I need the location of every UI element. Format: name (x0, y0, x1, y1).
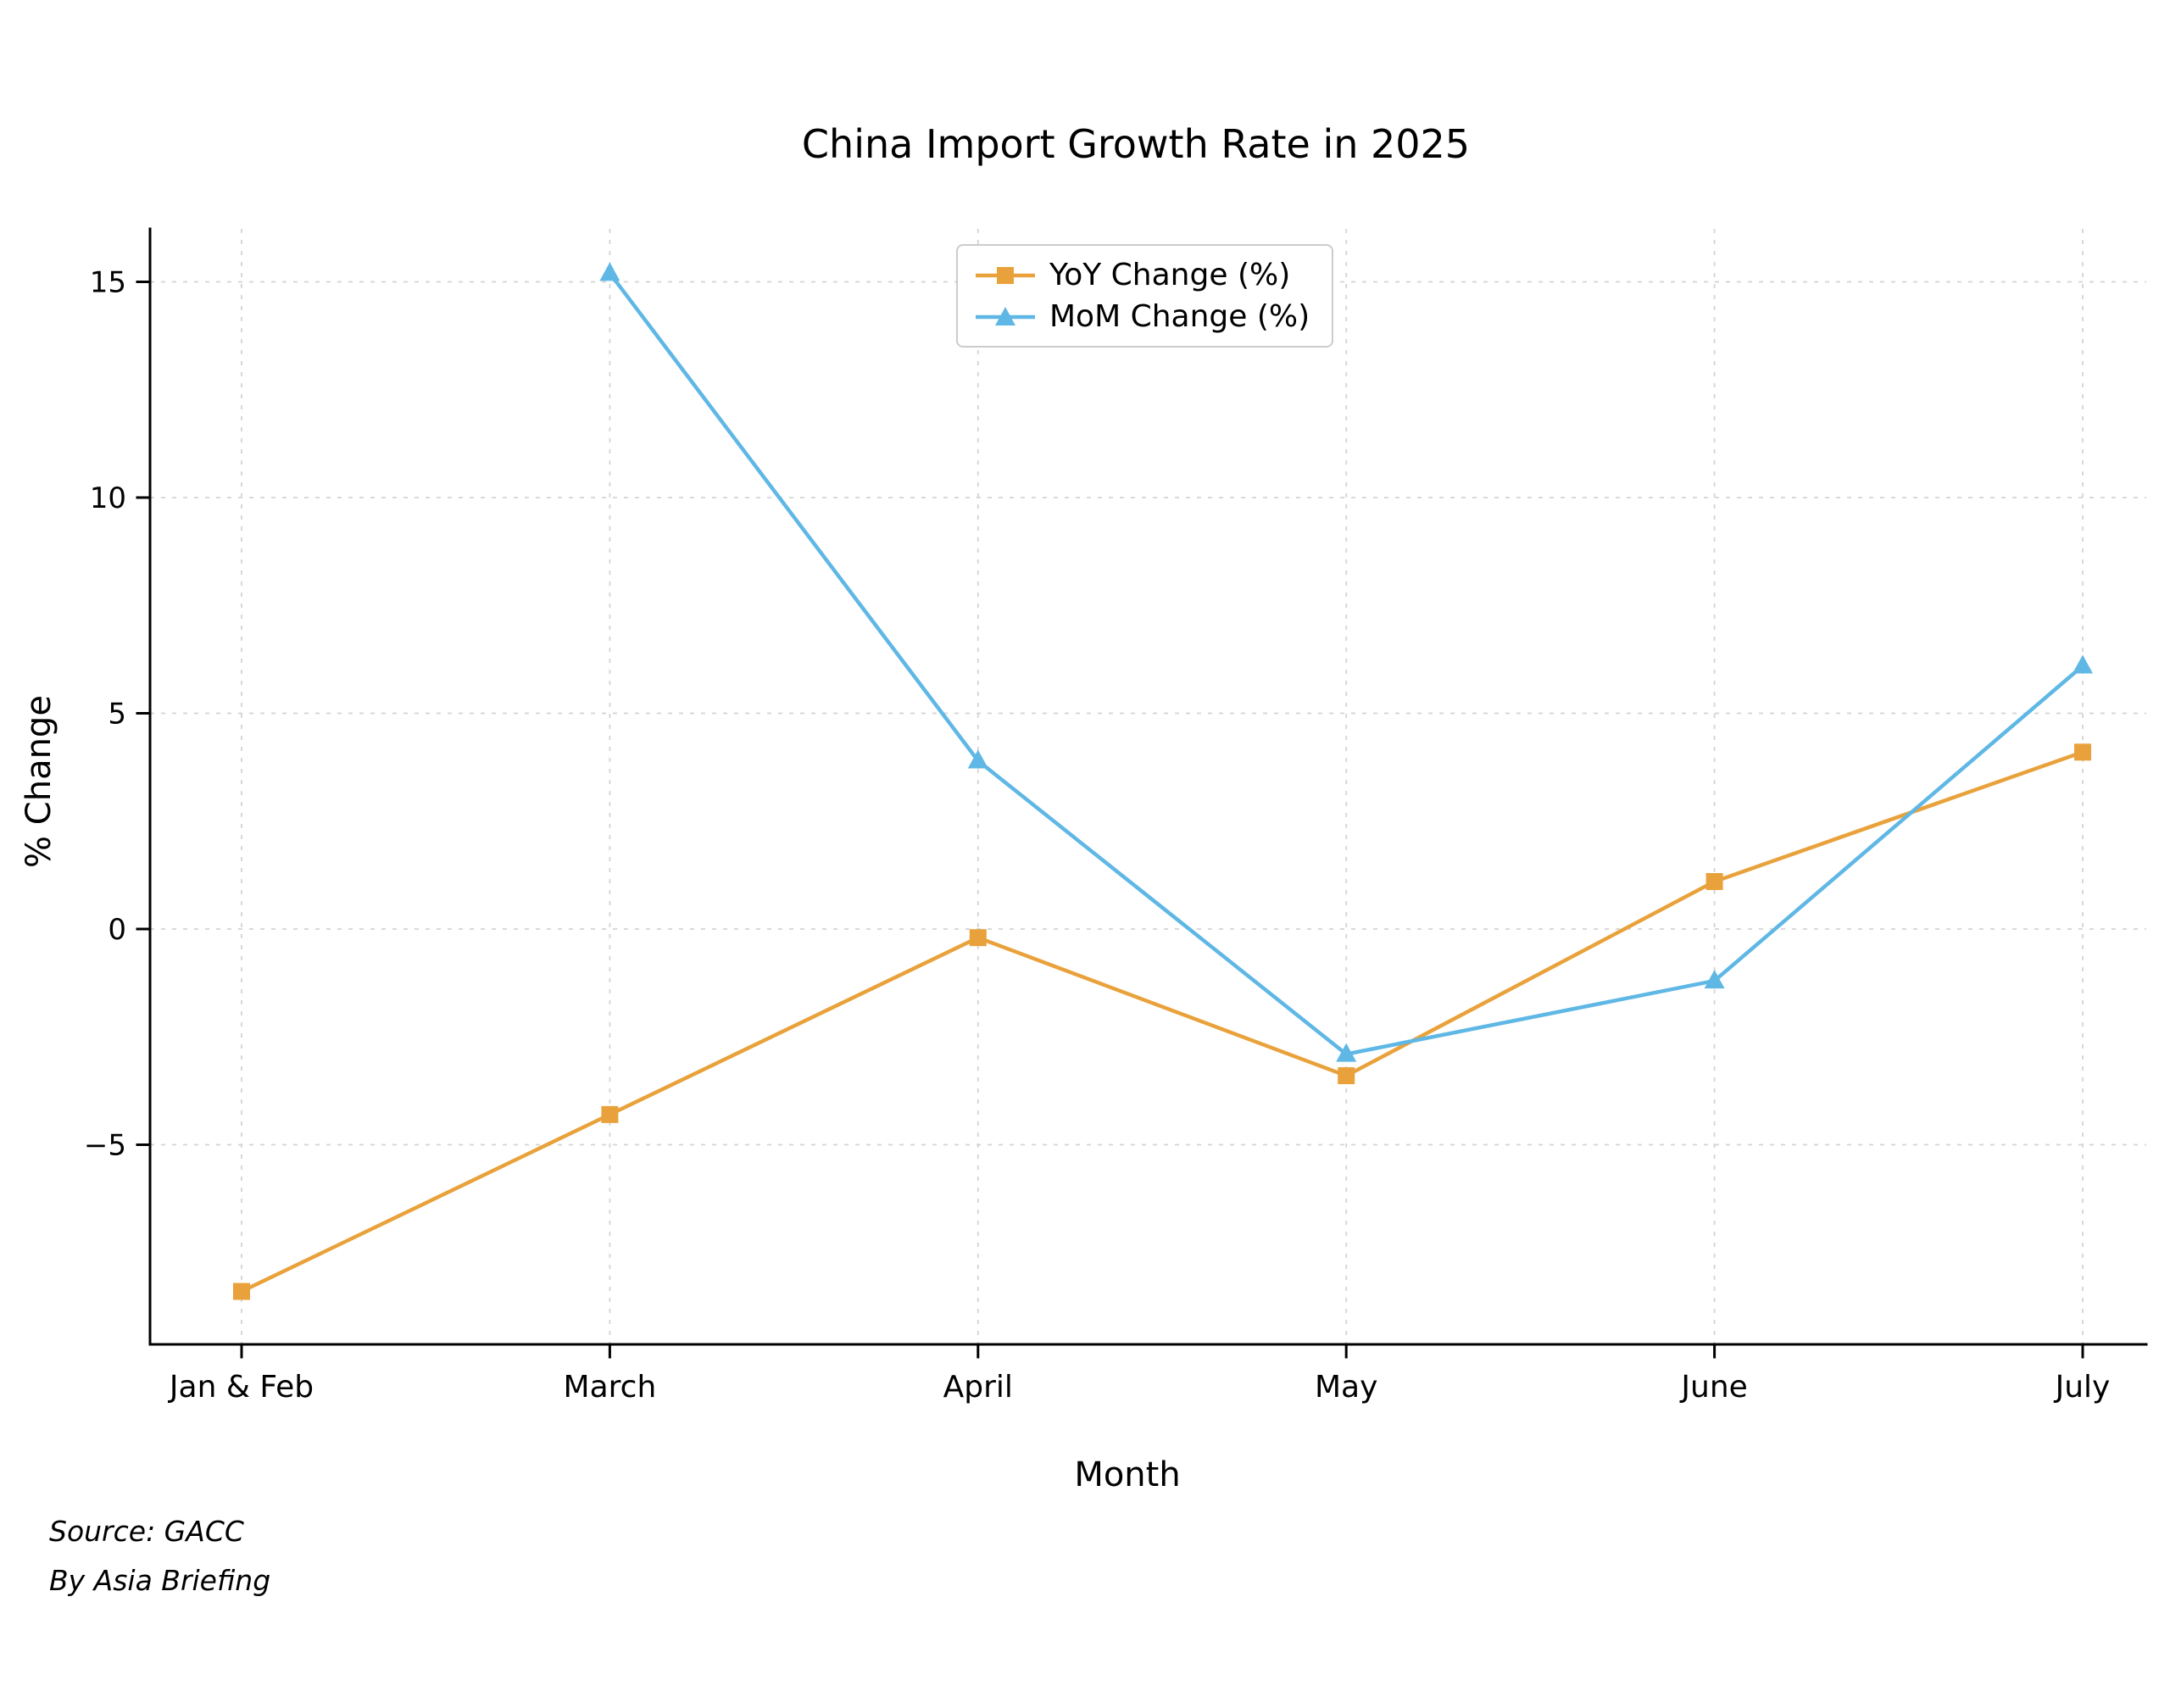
legend-label-mom: MoM Change (%) (1049, 299, 1310, 334)
byline: By Asia Briefing (49, 1563, 271, 1597)
legend-label-yoy: YoY Change (%) (1049, 258, 1291, 292)
legend-entry-mom: MoM Change (%) (973, 299, 1310, 334)
legend: YoY Change (%) MoM Change (%) (956, 244, 1334, 348)
svg-text:15: 15 (90, 265, 126, 299)
svg-text:June: June (1679, 1370, 1747, 1405)
y-axis-title: % Change (19, 695, 58, 868)
svg-text:April: April (943, 1370, 1013, 1405)
svg-text:July: July (2054, 1370, 2111, 1405)
legend-entry-yoy: YoY Change (%) (973, 258, 1310, 292)
x-axis-title: Month (1074, 1455, 1181, 1494)
svg-text:Jan & Feb: Jan & Feb (168, 1370, 314, 1405)
source-line: Source: GACC (49, 1515, 244, 1548)
svg-text:March: March (564, 1370, 657, 1405)
svg-text:5: 5 (108, 697, 126, 731)
svg-text:10: 10 (90, 481, 126, 515)
svg-text:May: May (1315, 1370, 1377, 1405)
yoy-square-marker-icon (976, 266, 1035, 284)
mom-triangle-marker-icon (976, 306, 1035, 325)
source-attribution: Source: GACC By Asia Briefing (49, 1507, 270, 1605)
chart-title: China Import Growth Rate in 2025 (801, 121, 1471, 167)
svg-text:−5: −5 (84, 1128, 126, 1162)
svg-text:0: 0 (108, 913, 126, 947)
